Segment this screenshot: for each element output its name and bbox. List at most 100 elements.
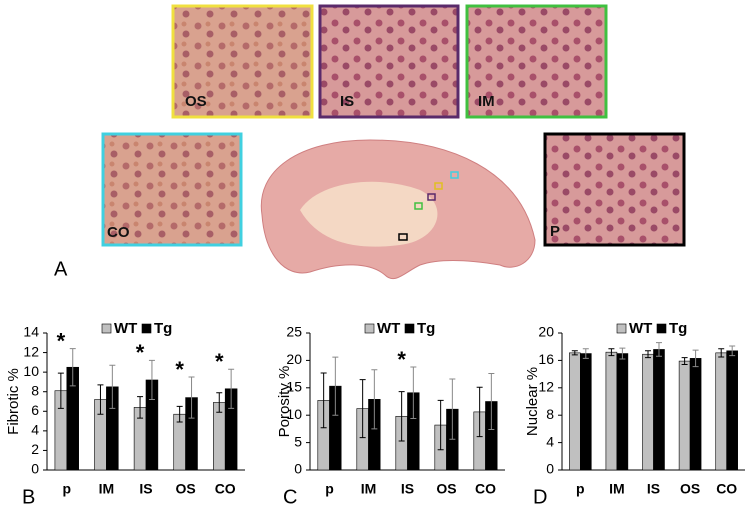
- error-bar: [437, 399, 444, 451]
- x-tick-label: IS: [139, 481, 152, 497]
- error-bar: [729, 345, 736, 357]
- micrograph-p: [543, 132, 686, 247]
- significance-marker: *: [57, 328, 66, 353]
- y-tick-label: 5: [294, 433, 302, 449]
- legend-swatch: [364, 323, 375, 334]
- x-tick-label: p: [63, 481, 72, 497]
- y-axis-label: Porosity %: [276, 366, 293, 438]
- x-tick-label: CO: [475, 481, 496, 497]
- micrograph-im: [465, 4, 608, 119]
- legend-label: Tg: [669, 320, 687, 337]
- x-tick-label: p: [576, 481, 585, 497]
- panel-label: B: [22, 486, 35, 508]
- y-tick-label: 15: [286, 379, 302, 395]
- roi-os: [434, 182, 443, 190]
- roi-p: [398, 233, 408, 241]
- y-axis-label: Fibrotic %: [5, 368, 22, 435]
- y-tick-label: 6: [31, 402, 39, 418]
- error-bar: [332, 356, 339, 416]
- bar: [653, 349, 665, 471]
- x-tick-label: OS: [175, 481, 195, 497]
- micrographs: OS IS IM CO P A: [54, 4, 686, 280]
- error-bar: [109, 364, 116, 409]
- roi-is: [427, 193, 436, 201]
- legend-swatch: [141, 323, 152, 334]
- x-tick-label: p: [325, 481, 334, 497]
- error-bar: [718, 348, 725, 358]
- error-bar: [449, 378, 456, 440]
- x-tick-label: OS: [436, 481, 456, 497]
- legend-label: WT: [377, 320, 400, 337]
- x-tick-label: IS: [401, 481, 414, 497]
- legend-swatch: [101, 323, 112, 334]
- y-tick-label: 20: [538, 324, 554, 340]
- micrograph-is: [318, 4, 460, 119]
- legend-label: Tg: [417, 320, 435, 337]
- y-tick-label: 0: [294, 461, 302, 477]
- error-bar: [371, 369, 378, 430]
- micrograph-label: CO: [107, 224, 130, 241]
- micrograph-label: OS: [185, 93, 207, 110]
- y-tick-label: 2: [31, 441, 39, 457]
- legend-swatch: [616, 323, 627, 334]
- error-bar: [137, 396, 144, 419]
- y-tick-label: 16: [538, 351, 554, 367]
- legend-swatch: [404, 323, 415, 334]
- y-tick-label: 25: [286, 324, 302, 340]
- bar: [642, 353, 654, 471]
- y-tick-label: 0: [31, 461, 39, 477]
- y-tick-label: 20: [286, 351, 302, 367]
- kidney-medulla: [300, 181, 438, 247]
- error-bar: [582, 348, 589, 359]
- legend-label: Tg: [154, 320, 172, 337]
- roi-im: [414, 202, 423, 210]
- significance-marker: *: [215, 349, 224, 374]
- bar: [726, 350, 738, 471]
- legend-label: WT: [114, 320, 137, 337]
- x-tick-label: IM: [609, 481, 625, 497]
- error-bar: [681, 357, 688, 366]
- error-bar: [188, 376, 195, 419]
- error-bar: [398, 391, 405, 442]
- error-bar: [410, 366, 417, 419]
- error-bar: [97, 384, 104, 415]
- y-tick-label: 0: [546, 461, 554, 477]
- bar: [173, 413, 186, 471]
- error-bar: [69, 348, 76, 387]
- error-bar: [488, 373, 495, 430]
- error-bar: [228, 368, 235, 409]
- error-bar: [359, 379, 366, 439]
- bar: [569, 352, 581, 471]
- roi-co: [450, 171, 459, 179]
- legend-swatch: [656, 323, 667, 334]
- panel-label: C: [283, 486, 297, 508]
- significance-marker: *: [175, 357, 184, 382]
- bar: [715, 352, 727, 471]
- micrograph-co: [101, 132, 243, 247]
- micrograph-label: IM: [478, 93, 495, 110]
- y-tick-label: 12: [538, 379, 554, 395]
- y-tick-label: 10: [23, 363, 39, 379]
- bar: [605, 351, 618, 471]
- error-bar: [476, 386, 483, 438]
- error-bar: [692, 349, 699, 368]
- bar: [689, 358, 702, 471]
- legend-label: WT: [629, 320, 652, 337]
- x-tick-label: OS: [680, 481, 700, 497]
- panel-label: A: [54, 258, 68, 280]
- y-axis-label: Nuclear %: [524, 367, 541, 436]
- error-bar: [320, 372, 327, 429]
- x-tick-label: IM: [99, 481, 115, 497]
- micrograph-label: P: [550, 223, 560, 240]
- error-bar: [645, 350, 652, 359]
- bar: [616, 353, 629, 471]
- error-bar: [571, 350, 578, 356]
- x-tick-label: IM: [361, 481, 377, 497]
- micrograph-label: IS: [340, 93, 354, 110]
- significance-marker: *: [136, 340, 145, 365]
- error-bar: [148, 359, 155, 401]
- significance-marker: *: [397, 347, 406, 372]
- y-tick-label: 12: [23, 343, 39, 359]
- error-bar: [655, 342, 662, 357]
